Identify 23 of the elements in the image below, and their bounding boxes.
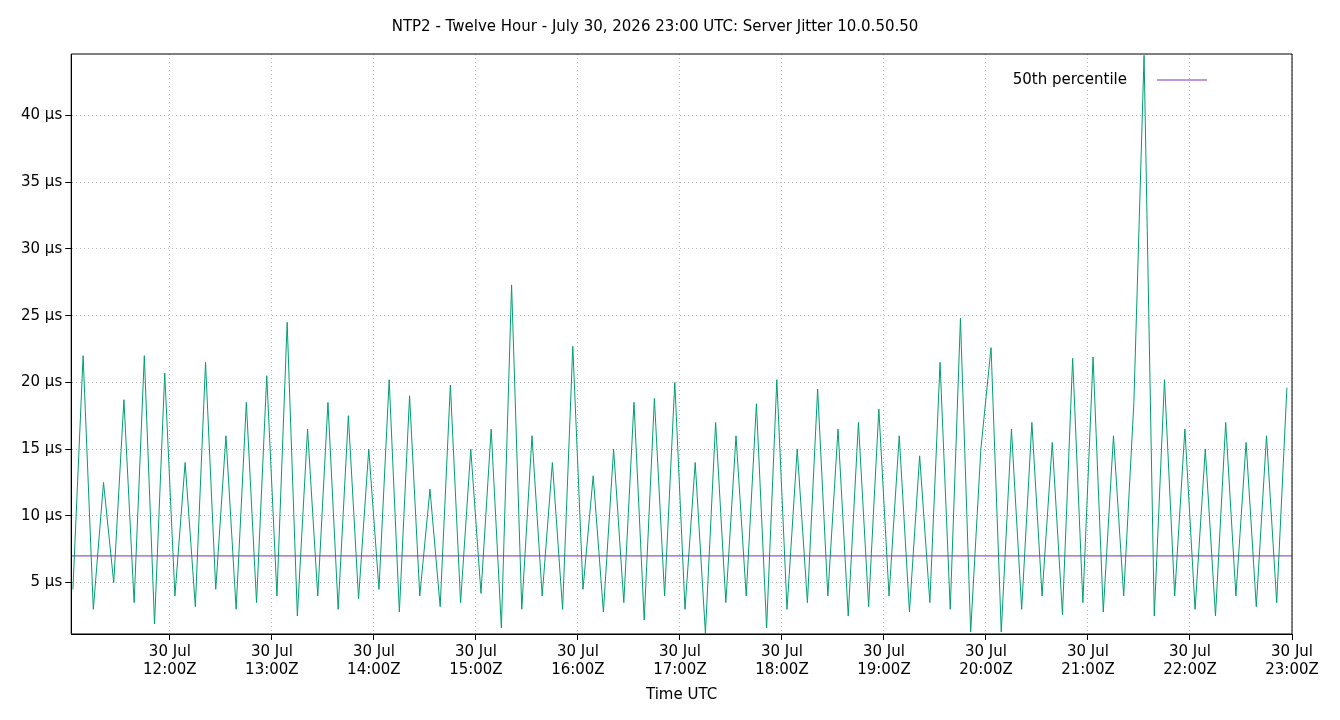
chart-title: NTP2 - Twelve Hour - July 30, 2026 23:00 UTC: Server Jitter 10.0.50.50	[391, 16, 919, 35]
x-tick-label: 30 Jul 23:00Z	[1265, 641, 1319, 678]
y-tick-label: 20 µs	[20, 372, 63, 391]
x-tick-label: 30 Jul 22:00Z	[1163, 641, 1217, 678]
x-tick-label: 30 Jul 13:00Z	[245, 641, 299, 678]
y-tick-label: 10 µs	[20, 505, 63, 524]
x-axis-title: Time UTC	[645, 684, 718, 703]
x-tick-label: 30 Jul 17:00Z	[653, 641, 707, 678]
x-tick-label: 30 Jul 21:00Z	[1061, 641, 1115, 678]
x-tick-label: 30 Jul 20:00Z	[959, 641, 1013, 678]
y-tick-label: 5 µs	[30, 572, 63, 591]
x-tick-label: 30 Jul 14:00Z	[347, 641, 401, 678]
x-tick-label: 30 Jul 16:00Z	[551, 641, 605, 678]
y-tick-label: 35 µs	[20, 172, 63, 191]
y-tick-label: 25 µs	[20, 305, 63, 324]
y-tick-label: 40 µs	[20, 105, 63, 124]
x-tick-label: 30 Jul 12:00Z	[143, 641, 197, 678]
y-tick-label: 30 µs	[20, 238, 63, 257]
x-tick-label: 30 Jul 19:00Z	[857, 641, 911, 678]
legend-label: 50th percentile	[1012, 69, 1127, 88]
x-tick-label: 30 Jul 15:00Z	[449, 641, 503, 678]
y-tick-label: 15 µs	[20, 439, 63, 458]
x-tick-label: 30 Jul 18:00Z	[755, 641, 809, 678]
